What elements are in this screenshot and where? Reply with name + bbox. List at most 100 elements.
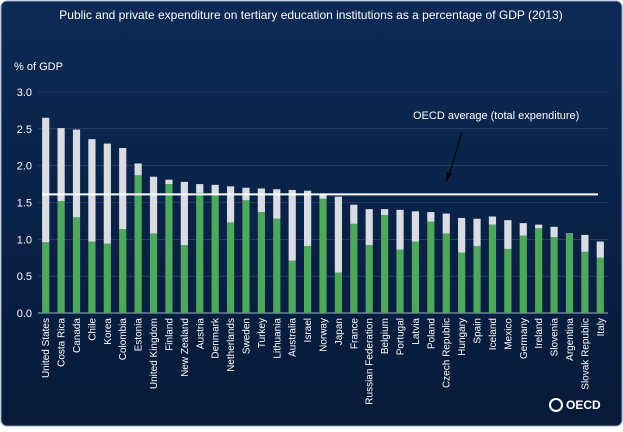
y-tick-label: 2.0 bbox=[17, 161, 32, 173]
bar-segment bbox=[103, 243, 111, 313]
bar-segment bbox=[180, 245, 188, 313]
y-tick-label: 1.5 bbox=[17, 198, 32, 210]
bar-segment bbox=[88, 241, 96, 313]
x-tick-label: Iceland bbox=[488, 318, 499, 350]
bar-segment bbox=[350, 204, 358, 224]
x-tick-label: Latvia bbox=[411, 318, 422, 345]
x-tick-label: Slovak Republic bbox=[580, 318, 591, 390]
bar-segment bbox=[396, 209, 404, 250]
bar-segment bbox=[42, 117, 50, 243]
bar-segment bbox=[581, 251, 589, 313]
bar-segment bbox=[565, 233, 574, 235]
x-tick-label: Czech Republic bbox=[442, 318, 453, 388]
bar-segment bbox=[119, 147, 127, 230]
bar-segment bbox=[180, 181, 188, 246]
bar-segment bbox=[72, 217, 81, 313]
bar-segment bbox=[334, 272, 343, 313]
bar-segment bbox=[519, 223, 527, 236]
bar-segment bbox=[411, 211, 420, 242]
annotation: OECD average (total expenditure) bbox=[413, 110, 579, 122]
bar-segment bbox=[242, 200, 250, 313]
bar-segment bbox=[458, 217, 466, 253]
bar-segment bbox=[365, 209, 373, 246]
bar-segment bbox=[211, 193, 219, 313]
bar-segment bbox=[288, 189, 296, 261]
bar-segment bbox=[226, 186, 235, 223]
y-axis-label: % of GDP bbox=[14, 61, 63, 73]
x-tick-label: France bbox=[349, 318, 360, 350]
x-tick-label: Hungary bbox=[457, 318, 468, 356]
bar-segment bbox=[196, 184, 204, 193]
x-tick-label: Norway bbox=[319, 318, 330, 352]
x-tick-label: Belgium bbox=[380, 318, 391, 354]
x-tick-label: United Kingdom bbox=[149, 318, 160, 389]
bar-segment bbox=[488, 224, 497, 313]
bar-segment bbox=[504, 220, 512, 249]
bar-segment bbox=[257, 212, 265, 313]
x-tick-label: Ireland bbox=[534, 318, 545, 349]
bar-segment bbox=[149, 233, 158, 313]
y-tick-label: 3.0 bbox=[17, 87, 32, 99]
bar-segment bbox=[57, 128, 65, 202]
bar-segment bbox=[473, 245, 481, 313]
x-tick-label: Denmark bbox=[211, 317, 222, 359]
x-tick-label: Spain bbox=[473, 318, 484, 344]
x-tick-label: Australia bbox=[288, 318, 299, 357]
bar-segment bbox=[550, 237, 558, 313]
bar-segment bbox=[319, 198, 327, 313]
x-tick-label: United States bbox=[41, 318, 52, 378]
logo-icon bbox=[549, 398, 563, 412]
bar-segment bbox=[581, 234, 589, 252]
chart-title: Public and private expenditure on tertia… bbox=[59, 8, 562, 22]
bar-segment bbox=[226, 222, 235, 313]
bar-segment bbox=[134, 175, 142, 313]
x-tick-label: Colombia bbox=[118, 318, 129, 361]
bar-segment bbox=[365, 245, 373, 313]
bar-segment bbox=[350, 223, 358, 313]
bar-segment bbox=[42, 242, 50, 313]
bar-segment bbox=[565, 234, 574, 313]
bar-segment bbox=[303, 245, 312, 313]
bar-segment bbox=[334, 196, 343, 273]
x-tick-label: Canada bbox=[72, 318, 83, 353]
y-tick-label: 0.5 bbox=[17, 271, 32, 283]
bar-segment bbox=[72, 129, 81, 218]
bar-segment bbox=[165, 179, 173, 185]
bar-segment bbox=[196, 192, 204, 313]
annotation-arrow bbox=[448, 131, 463, 177]
bar-segment bbox=[411, 241, 420, 313]
bar-segment bbox=[273, 218, 281, 313]
bar-segment bbox=[535, 224, 543, 229]
x-tick-label: Turkey bbox=[257, 318, 268, 348]
x-tick-label: Estonia bbox=[134, 318, 145, 352]
bar-segment bbox=[550, 226, 558, 238]
bar-segment bbox=[165, 184, 173, 313]
bar-segment bbox=[319, 194, 327, 199]
bar-segment bbox=[211, 184, 219, 194]
x-tick-label: Israel bbox=[303, 318, 314, 342]
x-tick-label: Russian Federation bbox=[365, 318, 376, 405]
bar-segment bbox=[488, 216, 497, 225]
x-tick-label: Costa Rica bbox=[57, 318, 68, 367]
bar-segment bbox=[519, 235, 527, 313]
bar-segment bbox=[427, 221, 435, 313]
bar-segment bbox=[288, 260, 296, 313]
bar-segment bbox=[303, 190, 312, 246]
annotation-arrowhead bbox=[446, 172, 452, 182]
bar-segment bbox=[427, 212, 435, 222]
bar-segment bbox=[442, 213, 450, 234]
bar-segment bbox=[257, 188, 265, 213]
bar-segment bbox=[442, 233, 450, 313]
bar-segment bbox=[381, 215, 389, 313]
bar-segment bbox=[473, 218, 481, 246]
x-tick-label: Mexico bbox=[503, 318, 514, 350]
x-tick-label: Japan bbox=[334, 318, 345, 345]
bar-segment bbox=[381, 209, 389, 216]
x-tick-label: Austria bbox=[195, 318, 206, 350]
bar-segment bbox=[119, 229, 127, 313]
bar-segment bbox=[535, 228, 543, 313]
bar-segment bbox=[458, 252, 466, 313]
